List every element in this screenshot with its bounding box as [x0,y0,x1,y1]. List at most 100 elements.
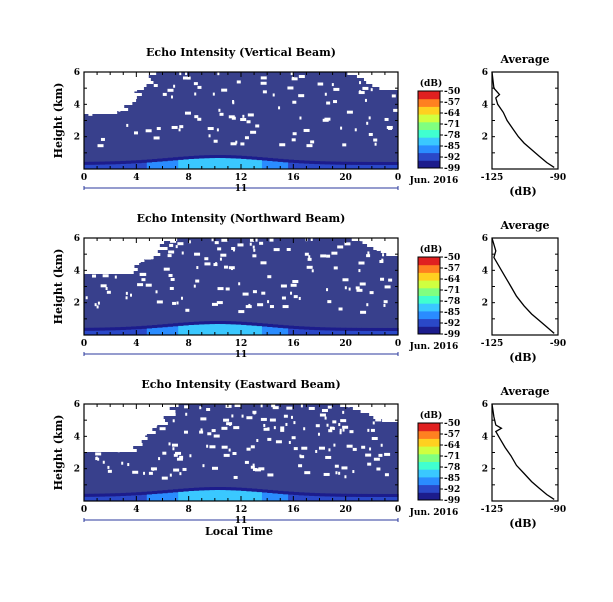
echo-cell [293,326,300,330]
gap-cell [326,254,331,258]
gap-cell [346,110,353,114]
gap-cell [379,87,398,90]
echo-cell [99,161,106,165]
colorbar-cell [418,469,440,478]
echo-cell [225,490,232,501]
gap-cell [315,449,318,453]
echo-cell [272,324,279,328]
gap-cell [111,405,114,409]
gap-cell [347,72,398,75]
echo-cell [209,324,216,335]
gap-cell [172,419,175,423]
gap-cell [329,426,334,430]
colorbar-cell [418,257,440,266]
gap-cell [347,404,350,408]
gap-cell [281,296,286,300]
echo-cell [366,330,373,335]
echo-cell [361,496,368,501]
gap-cell [286,247,291,251]
gap-cell [119,411,122,415]
gap-cell [326,423,329,427]
echo-cell [256,326,263,335]
echo-cell [94,161,101,165]
echo-cell [167,492,174,501]
echo-cell [167,326,174,335]
echo-cell [356,327,362,331]
colorbar-tick-label: -85 [444,308,460,318]
date-label: Jun. 2016 [409,342,459,352]
colorbar-tick-label: -64 [444,275,460,285]
echo-cell [136,163,143,169]
gap-cell [204,257,209,261]
colorbar-unit: (dB) [420,78,442,89]
echo-cell [136,492,143,496]
gap-cell [244,460,249,464]
colorbar-unit: (dB) [420,244,442,255]
echo-cell [178,159,185,169]
gap-cell [384,417,389,421]
gap-cell [325,455,332,459]
gap-cell [342,278,349,282]
echo-cell [220,487,226,491]
echo-cell [152,494,158,501]
gap-cell [327,300,332,304]
gap-cell [388,278,393,282]
echo-cell [350,493,357,497]
echo-cell [204,321,211,325]
colorbar-cell [418,280,440,289]
echo-cell [256,492,263,501]
gap-cell [228,448,231,452]
gap-cell [359,282,366,286]
echo-cell [350,330,357,335]
echo-cell [230,155,237,159]
colorbar-cell [418,287,440,296]
gap-cell [185,72,188,76]
gap-cell [84,256,154,259]
gap-cell [127,463,130,467]
gap-cell [393,411,400,415]
profile-panel: Average 2 4 6 -125 -90 (dB) [481,385,566,530]
echo-cell [361,330,368,335]
gap-cell [170,277,175,281]
echo-cell [220,155,226,159]
gap-cell [291,77,298,81]
gap-cell [206,407,211,411]
echo-cell [319,330,326,335]
colorbar-cell [418,106,440,115]
echo-cell [329,327,336,331]
gap-cell [84,247,168,250]
echo-cell [94,493,101,497]
gap-cell [373,247,398,250]
echo-cell [183,156,190,160]
gap-cell [211,429,216,433]
gap-cell [200,417,207,421]
echo-cell [267,492,273,501]
echo-cell [377,164,383,169]
echo-cell [267,323,273,327]
gap-cell [233,426,240,430]
gap-cell [233,475,238,479]
gap-cell [308,406,315,410]
gap-cell [141,404,148,408]
echo-cell [104,493,111,497]
gap-cell [256,438,259,442]
echo-cell [277,161,284,169]
gap-cell [385,412,390,416]
gap-cell [366,254,371,258]
gap-cell [352,447,357,451]
echo-cell [225,324,232,335]
echo-cell [377,493,383,497]
echo-cell [199,487,205,491]
gap-cell [84,443,143,446]
gap-cell [97,94,102,98]
gap-cell [333,266,338,270]
echo-cell [356,493,362,497]
gap-cell [232,101,235,105]
gap-cell [253,248,256,252]
colorbar-cell [418,453,440,462]
gap-cell [84,428,153,431]
colorbar-tick-label: -50 [444,87,460,97]
gap-cell [84,96,137,99]
echo-cell [120,160,127,164]
gap-cell [121,461,124,465]
